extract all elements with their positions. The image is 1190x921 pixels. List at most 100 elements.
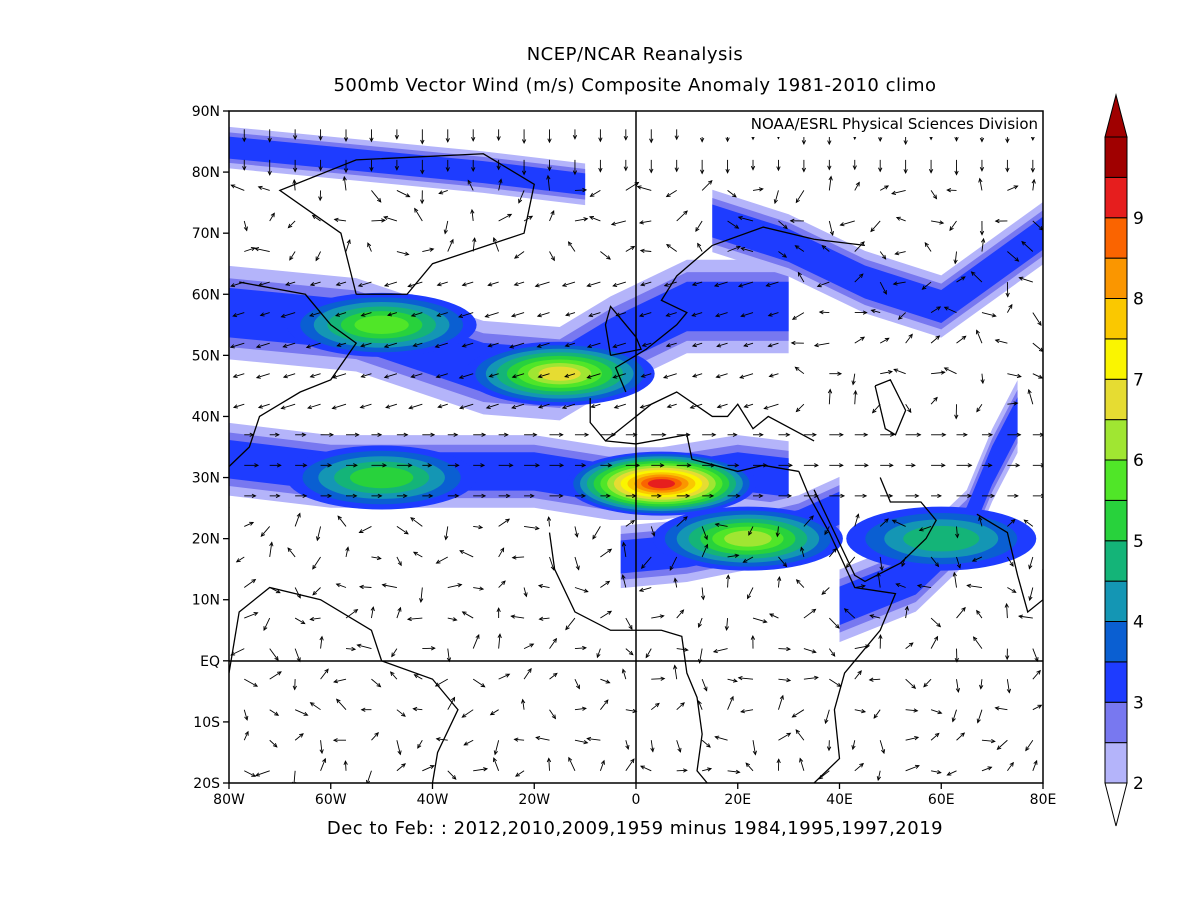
wind-arrow — [307, 403, 321, 410]
wind-arrow — [412, 706, 423, 712]
wind-arrow — [854, 708, 867, 714]
colorbar-swatch — [1104, 338, 1128, 380]
wind-arrow — [320, 432, 335, 437]
wind-arrow — [371, 463, 388, 468]
wind-arrow — [518, 190, 525, 204]
wind-arrow — [752, 617, 768, 624]
wind-arrow — [716, 342, 728, 348]
wind-arrow — [827, 388, 833, 405]
wind-arrow — [523, 215, 534, 222]
wind-arrow — [1028, 556, 1034, 570]
wind-arrow — [625, 617, 633, 630]
wind-arrow — [953, 251, 958, 265]
wind-arrow — [621, 574, 627, 588]
wind-arrow — [269, 212, 275, 222]
wind-arrow — [1030, 159, 1035, 173]
plot-title: NCEP/NCAR Reanalysis — [526, 44, 744, 65]
wind-arrow — [311, 214, 321, 222]
wind-arrow — [639, 765, 652, 772]
wind-arrow — [492, 757, 500, 771]
wind-arrow — [598, 129, 603, 143]
wind-arrow — [876, 770, 881, 782]
wind-arrow — [789, 218, 804, 223]
wind-arrow — [1031, 178, 1036, 191]
wind-arrow — [713, 281, 728, 288]
x-axis: 80W 60W 40W 20W 0 20E 40E 60E 80E — [213, 783, 1056, 808]
wind-arrow — [928, 159, 934, 174]
wind-arrow — [651, 432, 667, 437]
wind-arrow — [447, 770, 457, 780]
wind-arrow — [407, 281, 423, 288]
wind-arrow — [1025, 739, 1034, 752]
wind-arrow — [1004, 602, 1009, 619]
wind-arrow — [333, 217, 347, 222]
wind-arrow — [676, 516, 688, 527]
wind-arrow — [420, 190, 425, 205]
india — [976, 513, 1043, 614]
wind-arrow — [828, 648, 836, 657]
wind-arrow — [636, 185, 652, 191]
contour-max-5-level-3 — [903, 525, 980, 552]
footer-caption: Dec to Feb: : 2012,2010,2009,1959 minus … — [326, 818, 944, 839]
wind-arrow — [879, 518, 889, 527]
wind-arrow — [511, 403, 525, 409]
wind-arrow — [383, 281, 398, 287]
wind-arrow — [396, 556, 402, 567]
wind-arrow — [795, 403, 805, 413]
wind-arrow — [638, 220, 652, 225]
wind-arrow — [549, 709, 557, 720]
wind-arrow — [625, 740, 630, 750]
wind-arrow — [447, 696, 456, 710]
contour-max-4-level-4 — [349, 466, 414, 489]
wind-arrow — [394, 159, 400, 171]
wind-arrow — [854, 762, 865, 772]
wind-arrow — [459, 550, 474, 558]
wind-arrow — [257, 403, 270, 409]
wind-arrow — [408, 403, 423, 410]
wind-arrow — [904, 605, 909, 619]
wind-arrow — [315, 251, 321, 262]
wind-arrow — [1007, 587, 1017, 593]
wind-arrow — [244, 578, 257, 588]
wind-arrow — [676, 432, 691, 437]
wind-arrow — [232, 403, 245, 409]
colorbar-swatch — [1104, 621, 1128, 663]
wind-arrow — [242, 159, 247, 171]
wind-arrow — [980, 373, 985, 385]
wind-arrow — [869, 614, 881, 619]
wind-arrow — [565, 617, 576, 631]
wind-arrow — [371, 732, 379, 741]
wind-arrow — [905, 642, 914, 649]
wind-arrow — [419, 587, 424, 604]
wind-arrow — [715, 373, 728, 379]
wind-arrow — [930, 396, 938, 405]
wind-arrow — [946, 770, 957, 776]
wind-arrow — [318, 159, 323, 172]
colorbar-label: 9 — [1133, 209, 1144, 229]
wind-arrow — [826, 740, 832, 752]
wind-arrow — [747, 587, 754, 600]
wind-arrow — [316, 526, 322, 542]
wind-arrow — [436, 312, 448, 317]
wind-arrow — [1007, 518, 1016, 527]
wind-arrow — [727, 769, 741, 774]
wind-arrow — [292, 129, 298, 141]
wind-arrow — [676, 702, 685, 711]
wind-arrow — [976, 403, 983, 413]
wind-arrow — [750, 159, 756, 171]
wind-arrow — [346, 463, 358, 468]
wind-arrow — [972, 636, 983, 649]
wind-arrow — [498, 178, 503, 191]
y-tick-label: 20S — [193, 776, 220, 792]
wind-arrow — [625, 648, 634, 656]
wind-arrow — [356, 643, 372, 650]
contour-max-0-level-5 — [354, 315, 409, 334]
south-america — [229, 586, 459, 783]
wind-arrow — [413, 674, 423, 680]
wind-arrow — [487, 342, 499, 348]
wind-arrow — [309, 702, 321, 711]
wind-arrow — [412, 551, 423, 558]
wind-arrow — [829, 678, 842, 688]
wind-arrow — [574, 739, 589, 745]
